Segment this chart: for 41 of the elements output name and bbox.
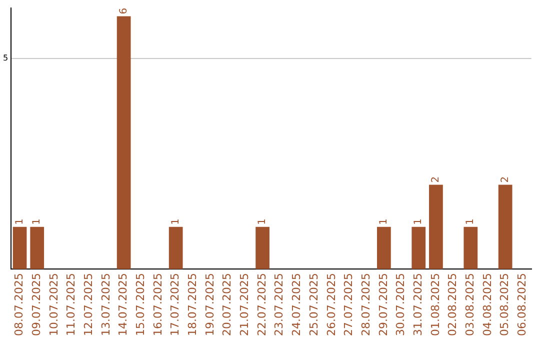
x-tick-label: 21.07.2025 [238,273,252,336]
x-tick-label: 02.08.2025 [446,273,460,336]
data-label: 1 [413,218,424,225]
data-label: 2 [430,176,442,183]
x-tick-label: 14.07.2025 [116,273,130,336]
data-label: 1 [170,218,182,225]
x-tick-label: 27.07.2025 [342,273,356,336]
x-tick-label: 23.07.2025 [272,273,286,336]
x-tick-label: 08.07.2025 [12,273,26,336]
x-tick-label: 29.07.2025 [376,273,390,336]
data-label: 6 [118,8,130,14]
x-tick-label: 09.07.2025 [30,273,43,336]
x-tick-label: 24.07.2025 [290,273,304,336]
data-label: 1 [378,218,390,225]
x-tick-label: 18.07.2025 [186,273,200,336]
x-tick-label: 06.08.2025 [516,273,529,336]
x-tick-label: 13.07.2025 [99,273,112,336]
x-tick-label: 10.07.2025 [47,273,60,336]
x-tick-label: 01.08.2025 [428,273,442,336]
data-label: 2 [500,176,511,183]
x-tick-label: 11.07.2025 [64,273,78,336]
y-tick-label: 5 [2,53,8,62]
x-tick-label: 05.08.2025 [498,273,512,336]
x-tick-label: 22.07.2025 [255,273,268,336]
x-tick-label: 17.07.2025 [168,273,182,336]
x-tick-label: 16.07.2025 [151,273,164,336]
data-label: 1 [465,218,476,225]
x-tick-label: 15.07.2025 [134,273,148,336]
x-tick-label: 12.07.2025 [82,273,95,336]
x-tick-label: 04.08.2025 [480,273,494,336]
x-tick-label: 03.08.2025 [464,273,476,336]
x-tick-label: 26.07.2025 [324,273,338,336]
data-label: 1 [32,218,43,225]
x-tick-label: 25.07.2025 [307,273,320,336]
x-tick-label: 28.07.2025 [359,273,372,336]
data-label: 1 [14,218,26,225]
x-tick-label: 19.07.2025 [203,273,216,336]
x-tick-label: 30.07.2025 [394,273,408,336]
x-tick-label: 20.07.2025 [220,273,234,336]
x-tick-label: 31.07.2025 [411,273,424,336]
data-label: 1 [257,218,268,225]
